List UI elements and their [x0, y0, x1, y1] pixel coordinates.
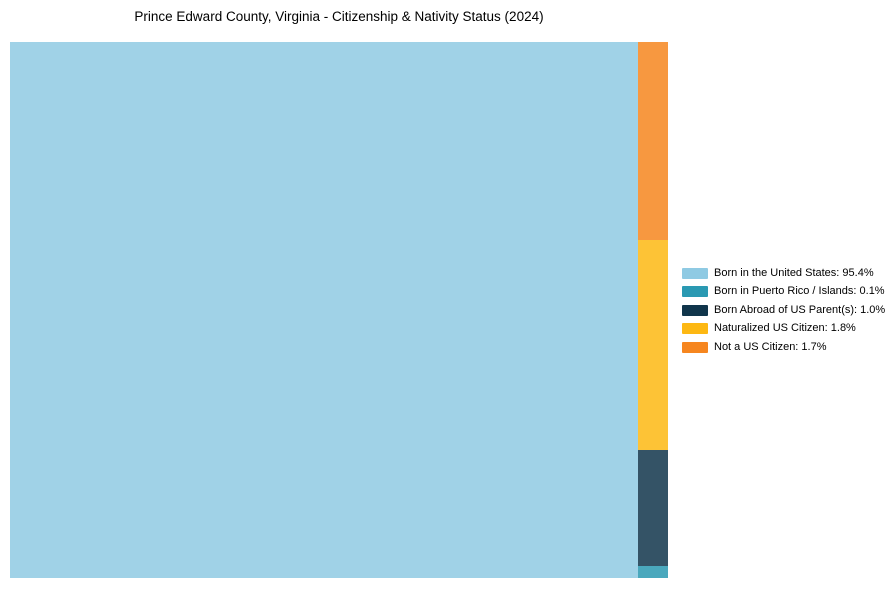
legend-swatch-icon	[682, 267, 708, 279]
legend-item-born-in-puerto-rico-islands: Born in Puerto Rico / Islands: 0.1%	[682, 283, 885, 302]
legend-label: Not a US Citizen: 1.7%	[714, 340, 827, 353]
legend-swatch-icon	[682, 323, 708, 335]
legend-label: Born in the United States: 95.4%	[714, 266, 874, 279]
legend-swatch-icon	[682, 304, 708, 316]
legend-label: Naturalized US Citizen: 1.8%	[714, 322, 856, 335]
chart-title: Prince Edward County, Virginia - Citizen…	[134, 9, 544, 24]
treemap-segment-not-a-us-citizen	[637, 42, 668, 241]
treemap-segment-born-in-the-united-states	[10, 42, 638, 578]
legend-label: Born in Puerto Rico / Islands: 0.1%	[714, 285, 885, 298]
legend-item-born-abroad-of-us-parent-s: Born Abroad of US Parent(s): 1.0%	[682, 301, 885, 320]
legend-item-naturalized-us-citizen: Naturalized US Citizen: 1.8%	[682, 320, 885, 339]
legend-item-born-in-the-united-states: Born in the United States: 95.4%	[682, 264, 885, 283]
treemap-segment-naturalized-us-citizen	[637, 240, 668, 450]
treemap-segment-born-in-puerto-rico-islands	[637, 566, 668, 578]
legend-swatch-icon	[682, 341, 708, 353]
treemap-segment-born-abroad-of-us-parent-s	[637, 449, 668, 567]
legend-item-not-a-us-citizen: Not a US Citizen: 1.7%	[682, 338, 885, 357]
legend: Born in the United States: 95.4% Born in …	[682, 264, 885, 357]
legend-swatch-icon	[682, 286, 708, 298]
legend-label: Born Abroad of US Parent(s): 1.0%	[714, 303, 886, 316]
treemap	[10, 42, 668, 578]
